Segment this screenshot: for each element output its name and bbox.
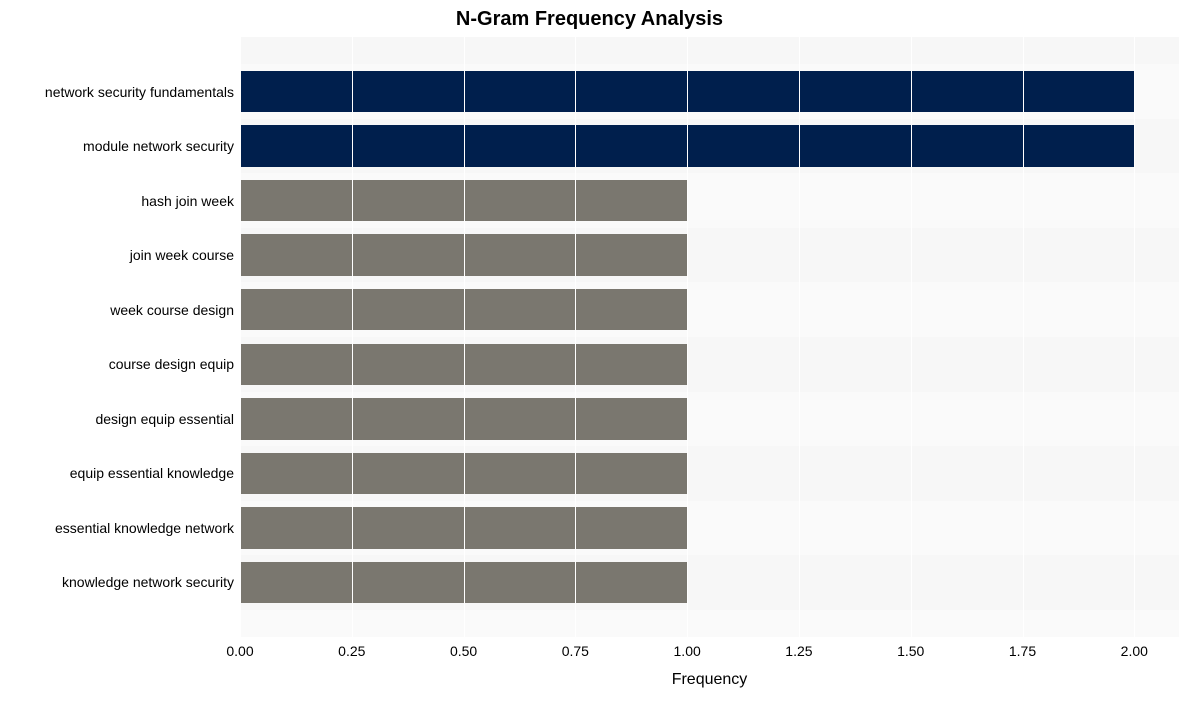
y-tick-label: module network security xyxy=(0,119,240,174)
bars-layer xyxy=(240,37,1179,637)
bar-row xyxy=(240,392,1179,447)
y-pad xyxy=(0,610,240,637)
ngram-chart: N-Gram Frequency Analysis network securi… xyxy=(0,8,1179,689)
y-tick-label: essential knowledge network xyxy=(0,501,240,556)
x-tick-label: 1.25 xyxy=(785,643,812,659)
x-ticks: 0.000.250.500.751.001.251.501.752.00 xyxy=(240,643,1179,661)
y-tick-label: hash join week xyxy=(0,173,240,228)
bar-row xyxy=(240,173,1179,228)
bar-row xyxy=(240,119,1179,174)
gridline xyxy=(799,37,800,637)
y-tick-label: equip essential knowledge xyxy=(0,446,240,501)
bar-row xyxy=(240,282,1179,337)
x-tick-label: 2.00 xyxy=(1121,643,1148,659)
x-tick-label: 0.50 xyxy=(450,643,477,659)
gridline xyxy=(911,37,912,637)
bar-row xyxy=(240,64,1179,119)
gridline xyxy=(1023,37,1024,637)
y-tick-label: design equip essential xyxy=(0,392,240,447)
plot-row: network security fundamentalsmodule netw… xyxy=(0,37,1179,637)
x-axis-label: Frequency xyxy=(240,671,1179,689)
x-tick-label: 0.25 xyxy=(338,643,365,659)
y-tick-label: knowledge network security xyxy=(0,555,240,610)
y-tick-label: join week course xyxy=(0,228,240,283)
gridline xyxy=(352,37,353,637)
bar-row xyxy=(240,337,1179,392)
gridline xyxy=(1134,37,1135,637)
gridline xyxy=(464,37,465,637)
bar-row xyxy=(240,501,1179,556)
bar-row xyxy=(240,610,1179,637)
x-tick-label: 1.50 xyxy=(897,643,924,659)
x-tick-label: 1.00 xyxy=(674,643,701,659)
y-tick-label: week course design xyxy=(0,282,240,337)
plot-area xyxy=(240,37,1179,637)
x-tick-label: 0.75 xyxy=(562,643,589,659)
chart-title: N-Gram Frequency Analysis xyxy=(0,8,1179,31)
x-axis: 0.00 0.25 0.50 0.75 1.00 1.25 1.50 1.75 2.00 xyxy=(0,643,1179,661)
bar-row xyxy=(240,228,1179,283)
y-pad xyxy=(0,37,240,64)
x-axis-spacer xyxy=(0,643,240,661)
bar-row xyxy=(240,446,1179,501)
bar-row xyxy=(240,555,1179,610)
bar-row xyxy=(240,37,1179,64)
x-label-spacer xyxy=(0,667,240,689)
y-tick-label: course design equip xyxy=(0,337,240,392)
gridline xyxy=(575,37,576,637)
x-tick-label: 1.75 xyxy=(1009,643,1036,659)
x-label-row: Frequency xyxy=(0,667,1179,689)
y-axis: network security fundamentalsmodule netw… xyxy=(0,37,240,637)
gridline xyxy=(240,37,241,637)
gridline xyxy=(687,37,688,637)
y-tick-label: network security fundamentals xyxy=(0,64,240,119)
x-tick-label: 0.00 xyxy=(226,643,253,659)
